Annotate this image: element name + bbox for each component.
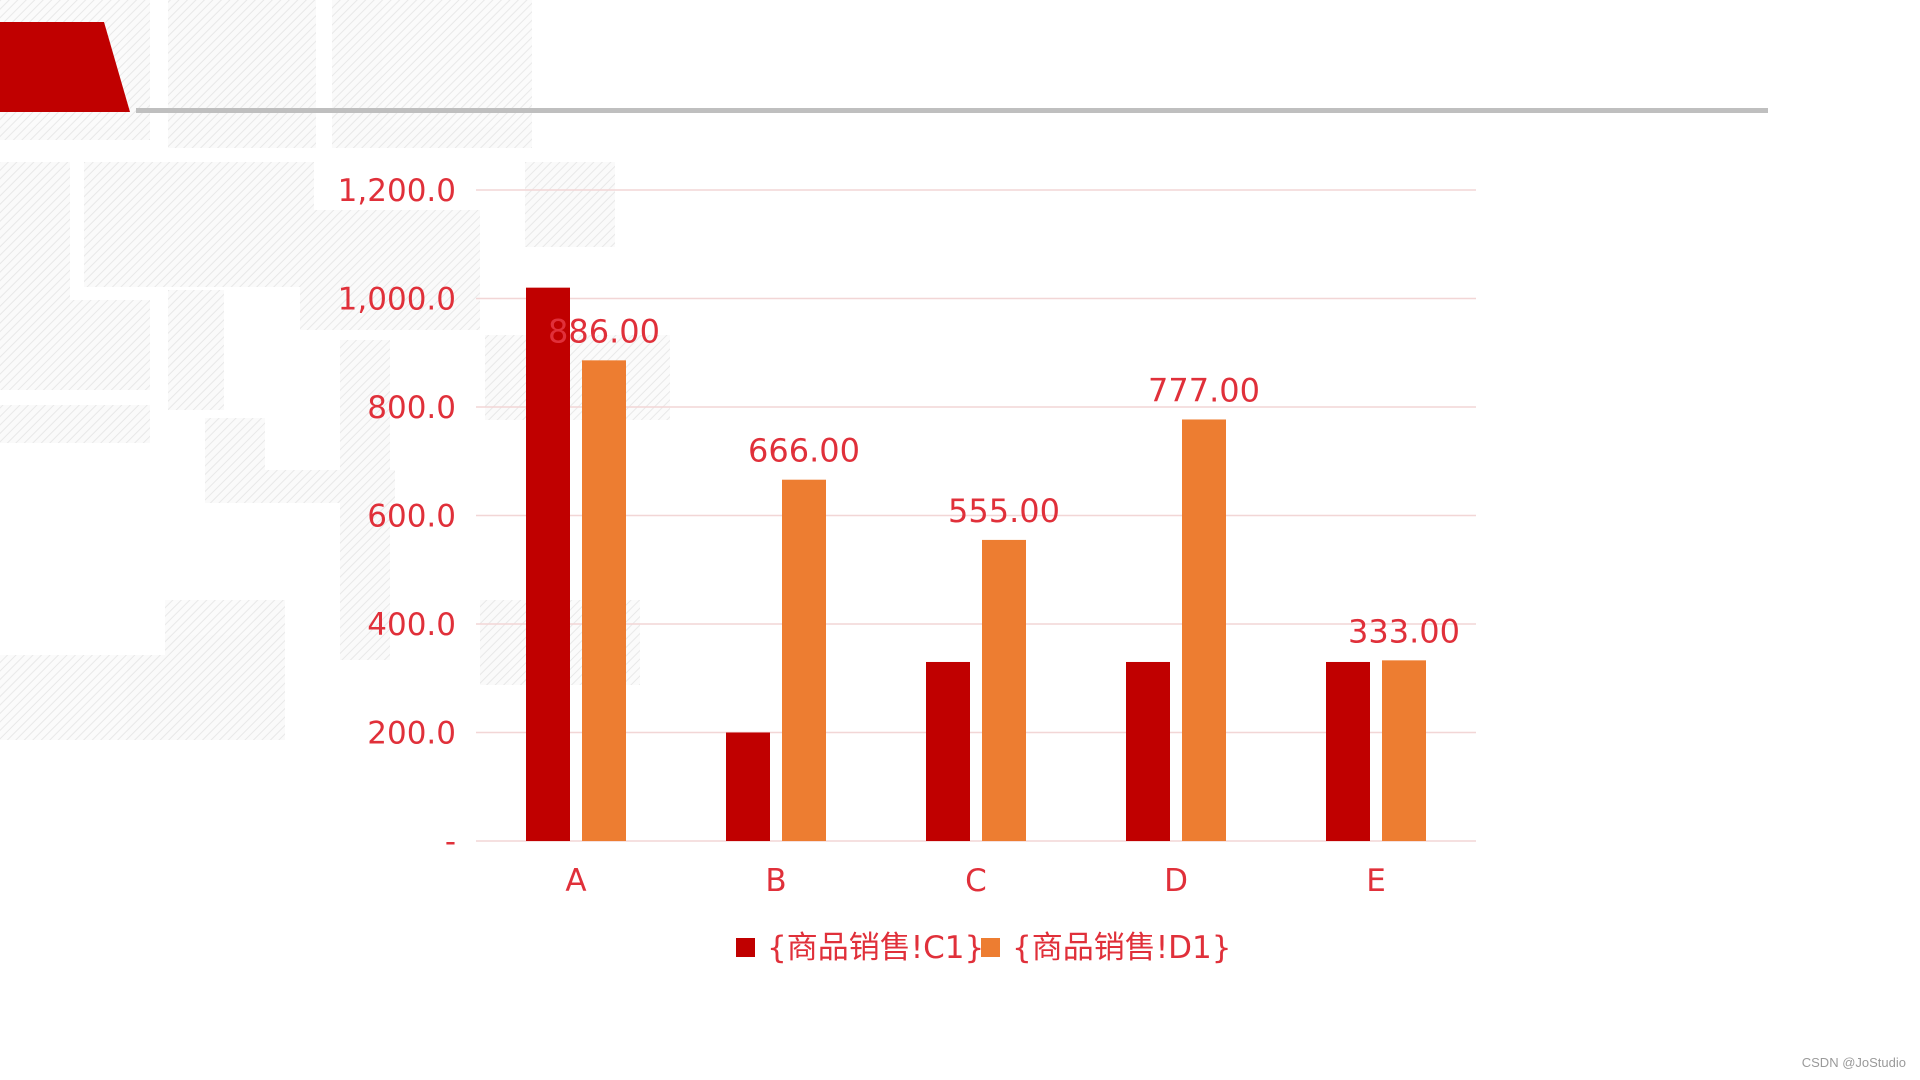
watermark: CSDN @JoStudio [1801,1055,1906,1070]
y-tick-label: 400.0 [367,607,456,643]
x-category-label: A [565,863,586,899]
legend-swatch-series1 [736,938,755,957]
bar-series1-B [726,732,770,841]
gridlines [476,189,1476,842]
data-labels: 886.00 666.00 555.00 777.00 333.00 [548,312,1460,650]
background-hatch-blocks [0,0,670,740]
x-category-label: E [1366,863,1386,899]
y-tick-label: 600.0 [367,499,456,535]
bar-series2-C [982,539,1026,841]
data-label-C: 555.00 [948,492,1060,530]
bar-series1-C [926,661,970,841]
y-tick-label: 200.0 [367,716,456,752]
legend-swatch-series2 [981,938,1000,957]
data-label-B: 666.00 [748,432,860,470]
x-axis-category-labels: A B C D E [565,863,1385,899]
y-tick-label: 1,000.0 [338,282,456,318]
x-category-label: B [765,863,786,899]
bar-series2-E [1382,660,1426,841]
bar-series2-D [1182,419,1226,841]
y-tick-label: 800.0 [367,390,456,426]
bar-series1-E [1326,661,1370,841]
y-tick-label: 1,200.0 [338,173,456,209]
header-accent-block [0,22,130,112]
bar-series1-A [526,287,570,841]
data-label-A: 886.00 [548,312,660,350]
x-category-label: D [1164,863,1188,899]
x-category-label: C [965,863,987,899]
header-rule [136,108,1768,113]
bar-series1-D [1126,661,1170,841]
legend: {商品销售!C1} {商品销售!D1} [736,930,1231,966]
bar-series2-B [782,479,826,841]
legend-label-series2: {商品销售!D1} [1012,930,1231,966]
bar-series2-A [582,360,626,841]
y-tick-label: - [445,824,456,860]
data-label-E: 333.00 [1348,612,1460,650]
y-axis-tick-labels: - 200.0 400.0 600.0 800.0 1,000.0 1,200.0 [338,173,456,860]
bars [526,287,1426,841]
data-label-D: 777.00 [1148,371,1260,409]
legend-label-series1: {商品销售!C1} [767,930,984,966]
